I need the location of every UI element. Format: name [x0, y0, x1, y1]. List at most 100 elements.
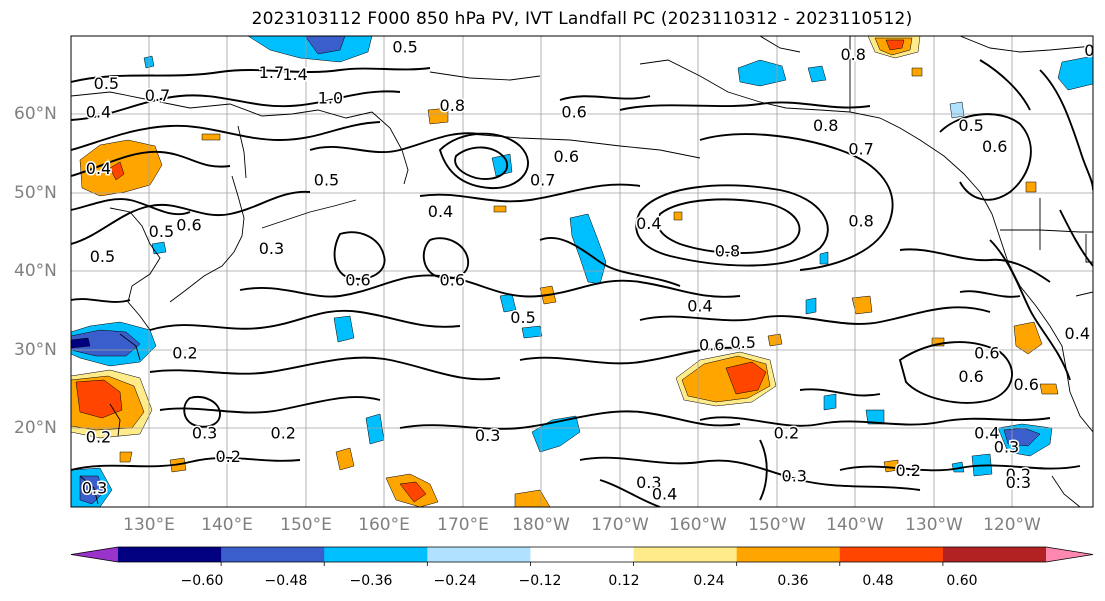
- colorbar-extend-high: [1046, 547, 1093, 562]
- colorbar-extend-low: [71, 547, 118, 562]
- contour-label: 0.6: [699, 336, 724, 355]
- shade-blue-alaska: [737, 59, 787, 87]
- shade-orange-smallP: [883, 459, 899, 473]
- contour-label: 0.3: [475, 426, 500, 445]
- shade-orange-smallG: [767, 333, 783, 347]
- pv-contours: [71, 59, 1093, 507]
- contour-labels: 0.51.71.41.00.50.70.4 0.8 0.60.8 0.40.40.50…: [80, 36, 1093, 505]
- shade-orange-small1: [201, 133, 221, 141]
- lon-label-180w: 180°W: [512, 515, 570, 535]
- contour-label: 0.4: [974, 423, 999, 442]
- lat-label-20n: 20°N: [14, 418, 57, 438]
- colorbar-label-036: 0.36: [777, 573, 809, 589]
- lon-label-170w: 170°W: [591, 515, 649, 535]
- colorbar-bin: [530, 547, 635, 562]
- contour-label: 0.8: [840, 45, 865, 64]
- contour-label: 0.3: [994, 438, 1019, 457]
- shade-blue-smallJ: [819, 251, 829, 265]
- contour-label: 0.3: [82, 478, 107, 497]
- contour-label: 0.5: [510, 308, 535, 327]
- graticule: [71, 36, 1093, 507]
- contour-label: 0.2: [774, 423, 799, 442]
- contour-label: 0.5: [730, 333, 755, 352]
- contour-label: 0.5: [90, 247, 115, 266]
- contour-label: 0.2: [172, 343, 197, 362]
- shade-blue-smallK: [823, 393, 837, 411]
- map-title: 2023103112 F000 850 hPa PV, IVT Landfall…: [251, 9, 913, 29]
- colorbar-label-neg024: −0.24: [433, 573, 477, 589]
- shade-red-mid5: [725, 361, 767, 395]
- contour-label: 0.6: [440, 270, 465, 289]
- lon-label-160e: 160°E: [358, 515, 410, 535]
- contour-label: 0.5: [149, 222, 174, 241]
- shade-orange-small2: [427, 107, 449, 125]
- contour-label: 0.2: [1006, 465, 1031, 484]
- contour-label: 0.4: [1065, 324, 1090, 343]
- shade-orange-e1: [1013, 321, 1043, 355]
- shade-orange-can: [1025, 181, 1037, 193]
- contour-label: 0.8: [813, 116, 838, 135]
- colorbar-bin: [942, 547, 1047, 562]
- contour-label: 0.5: [314, 171, 339, 190]
- contour-label: 0.5: [94, 74, 119, 93]
- map-area: 0.51.71.41.00.50.70.4 0.8 0.60.8 0.40.40.50…: [71, 36, 1093, 507]
- lon-label-130w: 130°W: [905, 515, 963, 535]
- lon-label-130e: 130°E: [123, 515, 175, 535]
- contour-label: 0.2: [86, 427, 111, 446]
- contour-label: 0.6: [176, 215, 201, 234]
- contour-label: 0.4: [687, 296, 712, 315]
- contour-label: 0.4: [652, 485, 677, 504]
- contour-label: 0.2: [216, 447, 241, 466]
- colorbar-label-neg012: −0.12: [518, 573, 562, 589]
- lon-label-140w: 140°W: [826, 515, 884, 535]
- contour-label: 0.2: [271, 423, 296, 442]
- lat-label-40n: 40°N: [14, 261, 57, 281]
- colorbar-label-024: 0.24: [693, 573, 725, 589]
- contour-label: 0.3: [636, 473, 661, 492]
- lon-label-120w: 120°W: [983, 515, 1041, 535]
- contour-label: 0.8: [715, 241, 740, 260]
- contour-label: 0.5: [392, 37, 417, 56]
- lat-label-30n: 30°N: [14, 340, 57, 360]
- colorbar-label-neg060: −0.60: [180, 573, 224, 589]
- pv-shading: [71, 36, 1093, 507]
- contour-label: 0.4: [86, 159, 111, 178]
- shade-orange-smallS: [911, 67, 923, 77]
- contour-label: 0.2: [896, 461, 921, 480]
- contour-label: 0.4: [86, 102, 111, 121]
- shade-orange-smallQ: [493, 205, 507, 213]
- contour-label: 0.6: [958, 367, 983, 386]
- shade-navy-north: [304, 36, 346, 55]
- contour-label: 0.6: [561, 102, 586, 121]
- colorbar-bin: [839, 547, 944, 562]
- colorbar-bin: [633, 547, 738, 562]
- colorbar: [70, 546, 1094, 566]
- shade-orange-smallD: [119, 451, 133, 463]
- lon-label-170e: 170°E: [437, 515, 489, 535]
- lon-label-160w: 160°W: [669, 515, 727, 535]
- contour-label: 0.4: [428, 202, 453, 221]
- colorbar-label-neg036: −0.36: [349, 573, 393, 589]
- colorbar-bin: [427, 547, 531, 562]
- colorbar-label-060: 0.60: [946, 573, 978, 589]
- shade-orange-smallR: [673, 211, 683, 221]
- colorbar-label-048: 0.48: [862, 573, 894, 589]
- shade-red-s2: [399, 481, 427, 503]
- contour-label: 0.3: [259, 239, 284, 258]
- contour-label: 0.8: [440, 96, 465, 115]
- contour-label: 0.7: [530, 171, 555, 190]
- contour-label: 1.4: [282, 65, 307, 84]
- lon-label-140e: 140°E: [201, 515, 253, 535]
- contour-label: 0.3: [782, 467, 807, 486]
- shade-blue-mid3: [521, 325, 543, 339]
- colorbar-label-012: 0.12: [608, 573, 640, 589]
- contour-label: 0.5: [958, 116, 983, 135]
- shade-blue-mid4: [333, 315, 355, 343]
- contour-label: 0.7: [848, 139, 873, 158]
- lat-label-50n: 50°N: [14, 183, 57, 203]
- contour-label: 0.6: [554, 147, 579, 166]
- colorbar-bin: [221, 547, 325, 562]
- shade-orange-smallF: [335, 447, 355, 471]
- shade-red-w3: [75, 379, 123, 419]
- shade-blue-smallI: [805, 297, 817, 315]
